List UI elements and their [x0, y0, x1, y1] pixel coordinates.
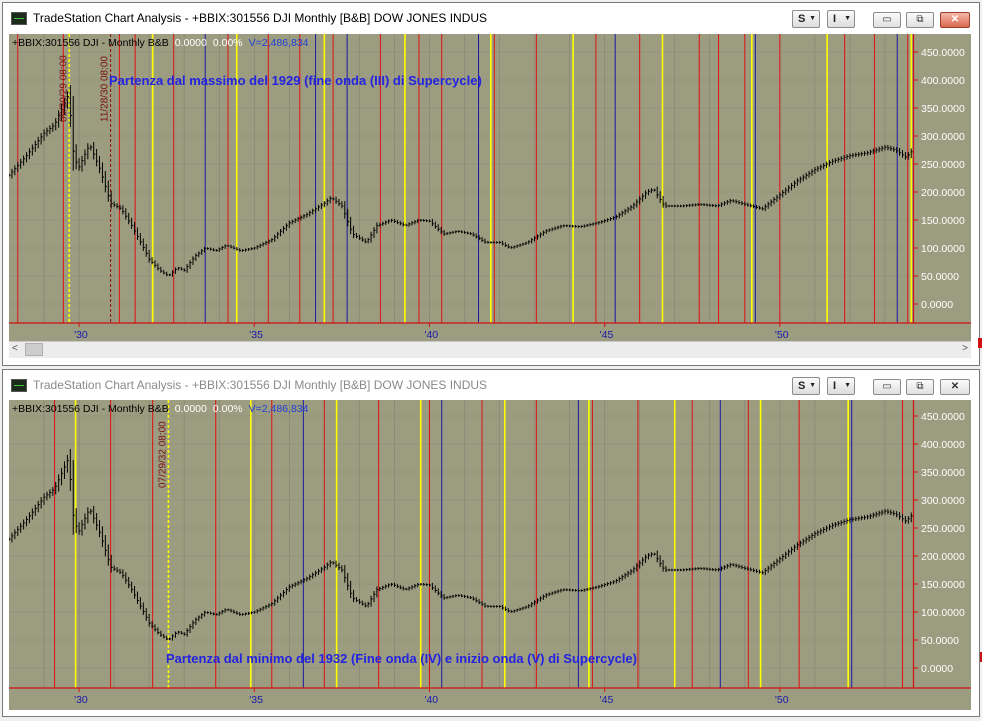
close-button[interactable]: ✕	[940, 379, 970, 395]
x-tick-label: '40	[424, 329, 438, 341]
chevron-down-icon: ▼	[844, 15, 851, 22]
y-tick-label: 250.0000	[921, 159, 965, 171]
tradestation-icon	[11, 12, 27, 25]
x-tick-label: '35	[249, 694, 263, 706]
x-tick-label: '40	[424, 694, 438, 706]
price-chart[interactable]: +BBIX:301556 DJI - Monthly B&B 0.0000 0.00…	[9, 400, 971, 710]
i-dropdown-button[interactable]: I ▼	[827, 10, 855, 28]
y-tick-label: 100.0000	[921, 607, 965, 619]
y-tick-label: 300.0000	[921, 495, 965, 507]
y-tick-label: 450.0000	[921, 411, 965, 423]
restore-button[interactable]: ⧉	[906, 12, 934, 28]
chart-canvas: 450.0000 400.0000 350.0000 300.0000 250.0000…	[9, 400, 971, 706]
annotation-text: Partenza dal massimo del 1929 (fine onda…	[109, 73, 482, 88]
volume-label: V=2,486,834	[248, 37, 309, 49]
chevron-down-icon: ▼	[809, 15, 816, 22]
minimize-button[interactable]: ▭	[873, 12, 901, 28]
y-tick-label: 0.0000	[921, 663, 953, 675]
y-tick-label: 350.0000	[921, 467, 965, 479]
y-tick-label: 350.0000	[921, 103, 965, 115]
window-title: TradeStation Chart Analysis - +BBIX:3015…	[33, 11, 488, 25]
chart-window-top: TradeStation Chart Analysis - +BBIX:3015…	[2, 2, 980, 366]
y-tick-label: 200.0000	[921, 187, 965, 199]
marker-date-label: 11/28/30 08:00	[100, 56, 111, 122]
y-tick-label: 0.0000	[921, 299, 953, 311]
window-title: TradeStation Chart Analysis - +BBIX:3015…	[33, 378, 488, 392]
chevron-down-icon: ▼	[844, 382, 851, 389]
horizontal-scrollbar[interactable]: < >	[9, 341, 971, 358]
x-tick-label: '50	[775, 329, 789, 341]
price-series	[9, 84, 913, 277]
edge-marker	[978, 338, 982, 348]
x-tick-label: '30	[74, 694, 88, 706]
annotation-text: Partenza dal minimo del 1932 (Fine onda …	[166, 651, 637, 666]
y-tick-label: 150.0000	[921, 579, 965, 591]
percent-label: 0.00%	[212, 37, 243, 49]
x-tick-label: '45	[600, 329, 614, 341]
price-series	[9, 448, 913, 641]
y-tick-label: 150.0000	[921, 215, 965, 227]
i-dropdown-button[interactable]: I ▼	[827, 377, 855, 395]
y-tick-label: 50.0000	[921, 271, 959, 283]
y-tick-label: 400.0000	[921, 75, 965, 87]
x-tick-label: '30	[74, 329, 88, 341]
x-tick-label: '35	[249, 329, 263, 341]
s-dropdown-button[interactable]: S ▼	[792, 10, 820, 28]
scroll-left-arrow[interactable]: <	[12, 343, 18, 354]
scroll-right-arrow[interactable]: >	[962, 343, 968, 354]
x-tick-label: '45	[600, 694, 614, 706]
value-label: 0.0000	[174, 403, 207, 415]
x-tick-label: '50	[775, 694, 789, 706]
percent-label: 0.00%	[212, 403, 243, 415]
chevron-down-icon: ▼	[809, 382, 816, 389]
marker-date-label: 07/29/32 08:00	[157, 421, 168, 488]
y-tick-label: 250.0000	[921, 523, 965, 535]
y-tick-label: 450.0000	[921, 47, 965, 59]
symbol-label: +BBIX:301556 DJI - Monthly B&B	[12, 403, 169, 415]
marker-date-label: 09/30/29 08:00	[58, 55, 69, 122]
edge-marker	[978, 652, 982, 662]
title-bar[interactable]: TradeStation Chart Analysis - +BBIX:3015…	[3, 370, 979, 400]
tradestation-icon	[11, 379, 27, 392]
symbol-label: +BBIX:301556 DJI - Monthly B&B	[12, 37, 169, 49]
chart-header: +BBIX:301556 DJI - Monthly B&B 0.0000 0.00…	[12, 403, 314, 415]
scroll-thumb[interactable]	[25, 343, 43, 356]
chart-canvas: 450.0000 400.0000 350.0000 300.0000 250.0000…	[9, 34, 971, 341]
y-tick-label: 50.0000	[921, 635, 959, 647]
minimize-button[interactable]: ▭	[873, 379, 901, 395]
s-dropdown-button[interactable]: S ▼	[792, 377, 820, 395]
chart-header: +BBIX:301556 DJI - Monthly B&B 0.0000 0.00…	[12, 37, 314, 49]
y-tick-label: 300.0000	[921, 131, 965, 143]
price-chart[interactable]: +BBIX:301556 DJI - Monthly B&B 0.0000 0.00…	[9, 34, 971, 341]
y-tick-label: 400.0000	[921, 439, 965, 451]
close-button[interactable]: ✕	[940, 12, 970, 28]
title-bar[interactable]: TradeStation Chart Analysis - +BBIX:3015…	[3, 3, 979, 33]
y-tick-label: 200.0000	[921, 551, 965, 563]
restore-button[interactable]: ⧉	[906, 379, 934, 395]
volume-label: V=2,486,834	[248, 403, 309, 415]
value-label: 0.0000	[174, 37, 207, 49]
y-tick-label: 100.0000	[921, 243, 965, 255]
chart-window-bottom: TradeStation Chart Analysis - +BBIX:3015…	[2, 369, 980, 717]
